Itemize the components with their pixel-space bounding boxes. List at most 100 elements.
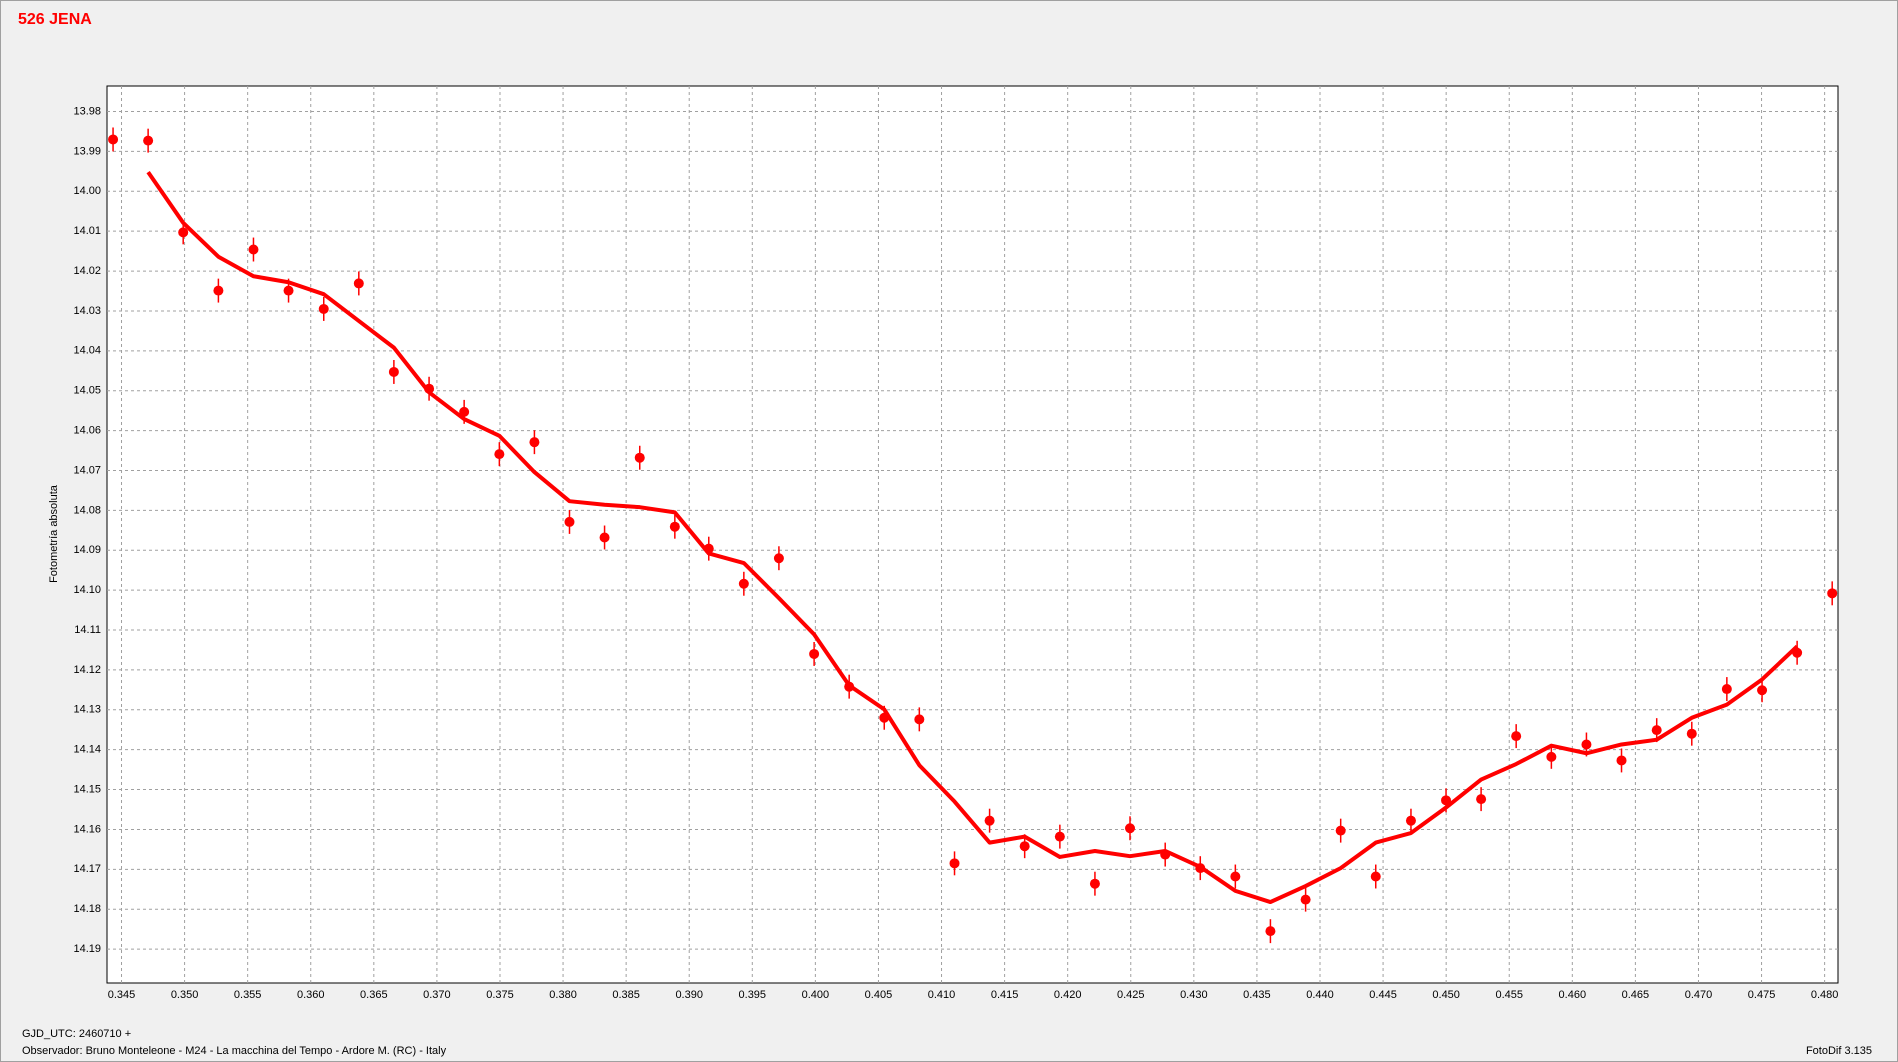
y-tick-label: 14.15 <box>73 783 101 795</box>
x-tick-label: 0.435 <box>1243 989 1271 1001</box>
y-tick-label: 14.04 <box>73 345 101 357</box>
x-tick-label: 0.455 <box>1495 989 1523 1001</box>
y-tick-label: 14.09 <box>73 544 101 556</box>
x-tick-label: 0.350 <box>171 989 199 1001</box>
data-point <box>1335 825 1346 836</box>
y-axis-label: Fotometría absoluta <box>48 484 60 583</box>
x-tick-label: 0.345 <box>108 989 136 1001</box>
x-tick-label: 0.445 <box>1369 989 1397 1001</box>
data-point <box>459 406 470 417</box>
y-tick-label: 14.14 <box>73 744 101 756</box>
y-tick-label: 14.17 <box>73 863 101 875</box>
data-point <box>1651 725 1662 736</box>
data-point <box>1125 823 1136 834</box>
x-tick-label: 0.405 <box>865 989 893 1001</box>
footer-date: GJD_UTC: 2460710 + <box>22 1028 131 1040</box>
y-tick-label: 14.16 <box>73 823 101 835</box>
data-point <box>1265 926 1276 937</box>
x-tick-label: 0.450 <box>1432 989 1460 1001</box>
x-tick-label: 0.395 <box>739 989 767 1001</box>
data-point <box>1160 849 1171 860</box>
x-tick-label: 0.430 <box>1180 989 1208 1001</box>
x-tick-label: 0.420 <box>1054 989 1082 1001</box>
y-tick-label: 14.00 <box>73 185 101 197</box>
data-point <box>984 815 995 826</box>
y-tick-label: 14.19 <box>73 943 101 955</box>
y-tick-label: 13.99 <box>73 145 101 157</box>
data-point <box>424 383 435 394</box>
x-tick-label: 0.390 <box>675 989 703 1001</box>
y-tick-label: 14.18 <box>73 903 101 915</box>
data-point <box>1405 815 1416 826</box>
x-tick-label: 0.360 <box>297 989 325 1001</box>
y-tick-label: 14.10 <box>73 584 101 596</box>
y-tick-label: 13.98 <box>73 105 101 117</box>
data-point <box>213 285 224 296</box>
data-point <box>1792 647 1803 658</box>
data-point <box>143 135 154 146</box>
x-tick-label: 0.440 <box>1306 989 1334 1001</box>
y-tick-label: 14.07 <box>73 464 101 476</box>
x-tick-label: 0.470 <box>1685 989 1713 1001</box>
footer-software: FotoDif 3.135 <box>1806 1045 1872 1057</box>
data-point <box>529 437 540 448</box>
data-point <box>353 278 364 289</box>
data-point <box>1054 831 1065 842</box>
data-point <box>318 303 329 314</box>
x-tick-label: 0.460 <box>1559 989 1587 1001</box>
x-tick-label: 0.480 <box>1811 989 1839 1001</box>
data-point <box>1230 871 1241 882</box>
data-point <box>108 134 119 145</box>
x-tick-label: 0.370 <box>423 989 451 1001</box>
data-point <box>738 578 749 589</box>
data-point <box>914 714 925 725</box>
data-point <box>1441 795 1452 806</box>
x-tick-label: 0.410 <box>928 989 956 1001</box>
data-point <box>879 712 890 723</box>
data-point <box>773 553 784 564</box>
y-tick-label: 14.05 <box>73 385 101 397</box>
x-tick-label: 0.465 <box>1622 989 1650 1001</box>
data-point <box>248 244 259 255</box>
x-tick-label: 0.365 <box>360 989 388 1001</box>
fit-line <box>146 171 1799 905</box>
y-tick-label: 14.11 <box>74 624 101 636</box>
y-tick-label: 14.13 <box>73 704 101 716</box>
data-point <box>388 366 399 377</box>
y-tick-label: 14.03 <box>73 305 101 317</box>
x-tick-label: 0.475 <box>1748 989 1776 1001</box>
y-tick-label: 14.12 <box>73 664 101 676</box>
data-point <box>494 449 505 460</box>
footer-observer: Observador: Bruno Monteleone - M24 - La … <box>22 1045 447 1057</box>
plot-area <box>106 85 1839 984</box>
data-point <box>1546 751 1557 762</box>
x-tick-label: 0.380 <box>549 989 577 1001</box>
data-point <box>1370 871 1381 882</box>
data-point <box>178 227 189 238</box>
data-point <box>1019 841 1030 852</box>
data-point <box>1686 728 1697 739</box>
data-point <box>949 858 960 869</box>
y-tick-label: 14.06 <box>73 425 101 437</box>
data-point <box>283 285 294 296</box>
x-tick-label: 0.415 <box>991 989 1019 1001</box>
data-point <box>634 452 645 463</box>
x-tick-label: 0.400 <box>802 989 830 1001</box>
data-point <box>844 681 855 692</box>
data-point <box>599 532 610 543</box>
data-point <box>564 516 575 527</box>
data-point <box>703 543 714 554</box>
data-point <box>1721 684 1732 695</box>
data-point <box>1089 878 1100 889</box>
x-tick-label: 0.375 <box>486 989 514 1001</box>
y-tick-label: 14.08 <box>73 504 101 516</box>
data-point <box>1300 894 1311 905</box>
data-point <box>1195 863 1206 874</box>
x-tick-label: 0.425 <box>1117 989 1145 1001</box>
x-tick-label: 0.355 <box>234 989 262 1001</box>
data-point <box>1476 794 1487 805</box>
data-point <box>1827 588 1838 599</box>
data-point <box>1616 755 1627 766</box>
data-point <box>1757 685 1768 696</box>
